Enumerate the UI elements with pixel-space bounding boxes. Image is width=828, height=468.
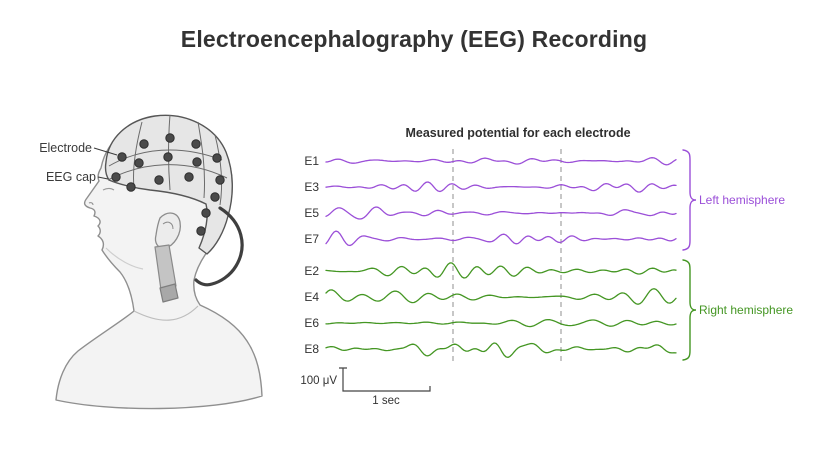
page-title: Electroencephalography (EEG) Recording: [180, 26, 648, 52]
cap-annotation: EEG cap: [46, 170, 96, 184]
eeg-trace-E2: [325, 262, 677, 279]
eeg-trace-E5: [325, 206, 677, 220]
scale-lines: [339, 367, 431, 392]
electrode-label-E8: E8: [304, 342, 319, 356]
electrode-annotation: Electrode: [39, 141, 92, 155]
eeg-cap: [104, 114, 233, 255]
scale-indicator: 100 μV 1 sec: [300, 367, 431, 407]
chart-title: Measured potential for each electrode: [405, 126, 630, 140]
electrode-label-E6: E6: [304, 316, 319, 330]
electrode-label-E3: E3: [304, 180, 319, 194]
eeg-trace-E7: [325, 230, 677, 247]
eeg-trace-E4: [325, 288, 677, 305]
left-hemisphere-bracket: [682, 149, 697, 251]
eeg-trace-E3: [325, 181, 677, 193]
strap-clasp: [159, 283, 179, 303]
shoulder-line: [133, 305, 199, 321]
time-scale-label: 1 sec: [372, 395, 400, 407]
jaw-line: [105, 247, 144, 270]
left-hemisphere-label: Left hemisphere: [699, 193, 785, 207]
electrode-pointer-line: [93, 147, 118, 156]
eeg-cable: [194, 206, 244, 287]
voltage-scale-label: 100 μV: [300, 375, 337, 387]
eeg-trace-E6: [325, 318, 677, 328]
electrodes: [111, 133, 225, 236]
eeg-trace-E8: [325, 342, 677, 359]
right-hemisphere-bracket: [682, 259, 697, 361]
cap-pointer-line: [97, 176, 109, 180]
eeg-chart: Measured potential for each electrode Le…: [300, 126, 793, 407]
right-hemisphere-label: Right hemisphere: [699, 303, 793, 317]
electrode-label-E5: E5: [304, 206, 319, 220]
electrode-label-E4: E4: [304, 290, 319, 304]
electrode-label-E7: E7: [304, 232, 319, 246]
inner-ear-line: [162, 221, 174, 230]
eeg-trace-E1: [325, 157, 677, 166]
nostril-line: [88, 202, 94, 206]
electrode-label-E1: E1: [304, 154, 319, 168]
head-illustration: Electrode EEG cap: [39, 114, 263, 410]
electrode-label-E2: E2: [304, 264, 319, 278]
eye-line: [102, 187, 115, 191]
